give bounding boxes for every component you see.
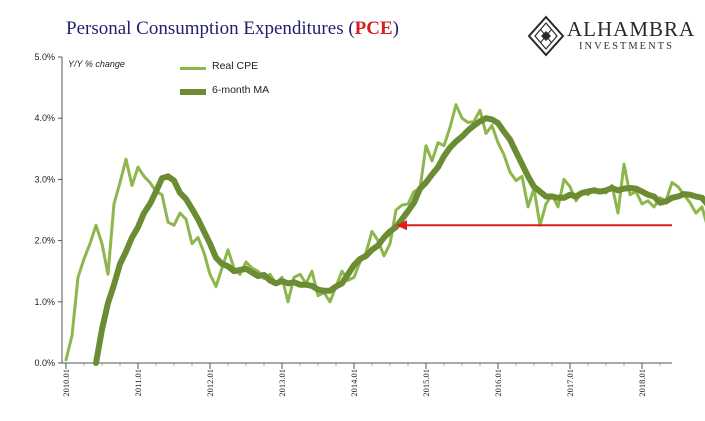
x-tick-label: 2011.01 <box>133 369 143 396</box>
axes: 0.0% 1.0% 2.0% 3.0% 4.0% 5.0% 2010.01 2011.01 20… <box>34 52 672 397</box>
y-tick-label: 0.0% <box>34 358 55 368</box>
chart-title-close: ) <box>392 18 399 39</box>
y-tick-label: 5.0% <box>34 52 55 62</box>
y-tick-label: 1.0% <box>34 297 55 307</box>
x-tick-label: 2017.01 <box>565 369 575 397</box>
x-tick-label: 2013.01 <box>277 369 287 397</box>
arrow-head <box>396 220 407 231</box>
x-tick-label: 2010.01 <box>61 369 71 397</box>
series-lines <box>64 103 705 366</box>
y-tick-label: 4.0% <box>34 113 55 123</box>
legend-label-real-cpe: Real CPE <box>212 60 259 72</box>
x-tick-label: 2018.01 <box>637 369 647 397</box>
x-tick-label: 2016.01 <box>493 369 503 397</box>
logo-subtitle: INVESTMENTS <box>579 41 674 52</box>
legend-item-6-month-ma: 6-month MA <box>180 84 320 100</box>
legend-label-6-month-ma: 6-month MA <box>212 84 270 96</box>
y-axis-title: Y/Y % change <box>68 59 125 69</box>
annotations <box>396 220 672 231</box>
legend-item-real-cpe: Real CPE <box>180 60 320 76</box>
y-tick-label: 2.0% <box>34 236 55 246</box>
legend-swatch-6-month-ma <box>180 89 206 95</box>
chart-title-main: Personal Consumption Expenditures ( <box>66 18 355 39</box>
x-tick-label: 2012.01 <box>205 369 215 397</box>
y-tick-label: 3.0% <box>34 174 55 184</box>
chart-title-highlight: PCE <box>354 18 393 39</box>
chart-legend: Real CPE 6-month MA <box>180 60 320 102</box>
x-tick-label: 2015.01 <box>421 369 431 397</box>
diamond-lattice-icon <box>527 15 565 57</box>
x-tick-label: 2014.01 <box>349 369 359 397</box>
chart-title: Personal Consumption Expenditures (PCE) <box>66 18 399 40</box>
legend-swatch-real-cpe <box>180 67 206 70</box>
alhambra-logo: ALHAMBRA INVESTMENTS <box>527 15 697 57</box>
logo-name: ALHAMBRA <box>567 17 696 41</box>
series-line-6-month-ma <box>93 115 705 366</box>
